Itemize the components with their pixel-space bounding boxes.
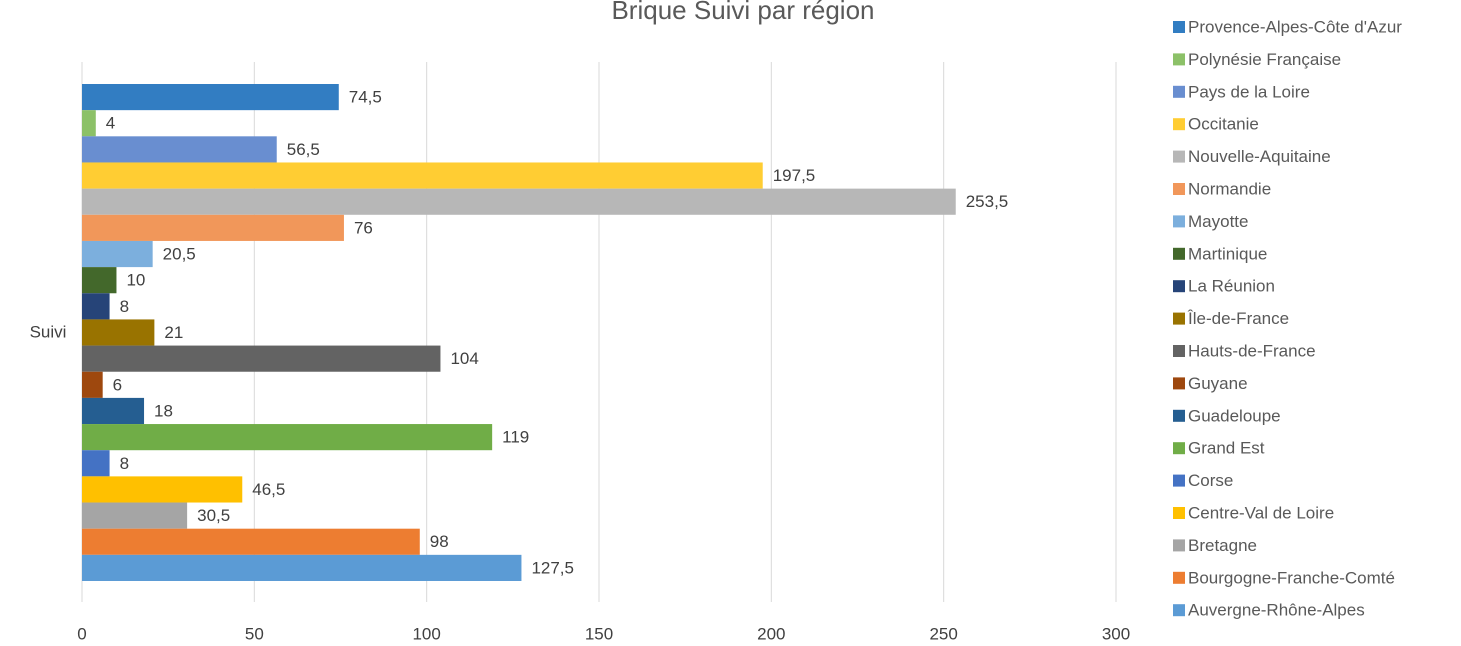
bar xyxy=(82,267,117,294)
bar xyxy=(82,397,145,425)
data-label: 20,5 xyxy=(163,245,196,264)
legend-swatch xyxy=(1173,507,1185,519)
x-tick-label: 100 xyxy=(412,624,440,643)
legend-label: Grand Est xyxy=(1188,439,1265,458)
legend-swatch xyxy=(1173,571,1185,584)
x-tick-label: 50 xyxy=(245,624,264,643)
legend-swatch xyxy=(1173,539,1185,552)
legend-label: Polynésie Française xyxy=(1188,50,1341,69)
data-label: 46,5 xyxy=(252,480,285,499)
bar xyxy=(82,293,110,320)
data-label: 98 xyxy=(430,532,449,551)
data-label: 76 xyxy=(354,218,373,237)
bar xyxy=(82,84,339,111)
legend-label: Normandie xyxy=(1188,179,1271,198)
data-label: 10 xyxy=(126,271,145,290)
bar xyxy=(82,319,155,346)
legend-label: Bourgogne-Franche-Comté xyxy=(1188,568,1395,587)
data-label: 4 xyxy=(106,114,115,133)
legend-label: Mayotte xyxy=(1188,212,1248,231)
legend-label: Corse xyxy=(1188,471,1233,490)
x-tick-label: 200 xyxy=(757,624,785,643)
bar xyxy=(82,424,493,451)
data-label: 30,5 xyxy=(197,506,230,525)
legend-swatch xyxy=(1173,215,1185,228)
legend-swatch xyxy=(1173,247,1185,260)
x-tick-label: 150 xyxy=(585,624,613,643)
legend-label: Centre-Val de Loire xyxy=(1188,503,1334,522)
legend-label: Provence-Alpes-Côte d'Azur xyxy=(1188,17,1402,36)
y-tick-label: Suivi xyxy=(30,322,67,341)
legend-swatch xyxy=(1173,442,1185,455)
bar xyxy=(82,162,763,189)
legend-label: Guadeloupe xyxy=(1188,406,1281,425)
bar xyxy=(82,345,441,372)
legend-swatch xyxy=(1173,85,1185,98)
bar xyxy=(82,240,153,268)
data-label: 197,5 xyxy=(773,166,816,185)
x-tick-label: 250 xyxy=(929,624,957,643)
legend-swatch xyxy=(1173,345,1185,357)
legend-label: Guyane xyxy=(1188,374,1248,393)
bar xyxy=(82,214,344,241)
legend-swatch xyxy=(1173,312,1185,325)
legend-label: Hauts-de-France xyxy=(1188,341,1316,360)
data-label: 104 xyxy=(450,349,478,368)
legend-swatch xyxy=(1173,280,1185,293)
legend-swatch xyxy=(1173,377,1185,390)
data-label: 6 xyxy=(113,375,122,394)
bar xyxy=(82,476,243,503)
data-label: 127,5 xyxy=(531,558,574,577)
bar xyxy=(82,554,522,581)
data-label: 18 xyxy=(154,401,173,420)
legend-swatch xyxy=(1173,604,1185,617)
data-label: 119 xyxy=(502,428,529,447)
chart-title: Brique Suivi par région xyxy=(611,0,874,25)
legend-swatch xyxy=(1173,118,1185,131)
legend-label: La Réunion xyxy=(1188,277,1275,296)
legend-label: Occitanie xyxy=(1188,115,1259,134)
data-label: 74,5 xyxy=(349,88,382,107)
legend-label: Martinique xyxy=(1188,244,1267,263)
data-label: 8 xyxy=(120,454,129,473)
bar xyxy=(82,450,110,477)
legend-swatch xyxy=(1173,474,1185,487)
legend-swatch xyxy=(1173,53,1185,66)
legend-label: Auvergne-Rhône-Alpes xyxy=(1188,601,1365,620)
data-label: 8 xyxy=(120,297,129,316)
legend-label: Nouvelle-Aquitaine xyxy=(1188,147,1331,166)
bar xyxy=(82,136,277,163)
legend-label: Pays de la Loire xyxy=(1188,82,1310,101)
bar xyxy=(82,371,103,398)
bar xyxy=(82,528,420,555)
legend-label: Île-de-France xyxy=(1187,309,1289,328)
data-label: 253,5 xyxy=(966,192,1009,211)
x-tick-label: 300 xyxy=(1102,624,1130,643)
legend-swatch xyxy=(1173,409,1185,422)
data-label: 56,5 xyxy=(287,140,320,159)
x-tick-label: 0 xyxy=(77,624,86,643)
legend-swatch xyxy=(1173,150,1185,163)
legend-swatch xyxy=(1173,183,1185,195)
bar xyxy=(82,188,956,215)
legend-swatch xyxy=(1173,21,1185,33)
legend-label: Bretagne xyxy=(1188,536,1257,555)
bar xyxy=(82,110,96,137)
bar xyxy=(82,502,188,529)
data-label: 21 xyxy=(164,323,183,342)
